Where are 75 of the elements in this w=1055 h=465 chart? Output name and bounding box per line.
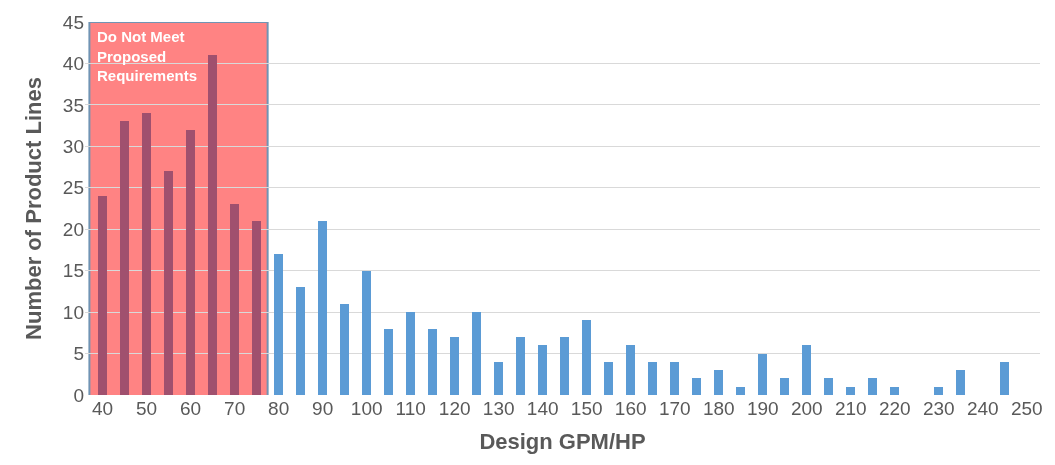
x-tick-label: 230 [922, 398, 955, 419]
bar [142, 113, 151, 395]
x-tick-label: 70 [224, 398, 246, 419]
x-tick-label: 80 [268, 398, 290, 419]
x-tick-label: 120 [438, 398, 471, 419]
bar [472, 312, 481, 395]
y-tick-label: 0 [73, 384, 84, 406]
bar [868, 378, 877, 395]
bar [604, 362, 613, 395]
bar [714, 370, 723, 395]
bar [274, 254, 283, 395]
bar [626, 345, 635, 395]
bar [670, 362, 679, 395]
bar [98, 196, 107, 395]
bar [846, 387, 855, 395]
y-tick-label: 20 [62, 218, 84, 240]
x-tick-label: 240 [966, 398, 999, 419]
bar [692, 378, 701, 395]
bar [120, 121, 129, 395]
x-tick-label: 110 [395, 398, 426, 419]
bar [758, 354, 767, 395]
bar [450, 337, 459, 395]
x-axis-title: Design GPM/HP [479, 428, 646, 454]
bar [384, 329, 393, 395]
y-tick-label: 5 [73, 343, 84, 365]
band-label: Do Not Meet Proposed Requirements [97, 28, 198, 84]
bar [318, 221, 327, 395]
bar [494, 362, 503, 395]
x-tick-label: 180 [702, 398, 735, 419]
y-tick-label: 35 [62, 94, 84, 116]
bar [362, 271, 371, 395]
x-tick-label: 90 [312, 398, 334, 419]
y-tick-label: 45 [62, 11, 84, 33]
x-tick-label: 100 [350, 398, 383, 419]
bar [340, 304, 349, 395]
y-tick-label: 25 [62, 177, 84, 199]
bar [252, 221, 261, 395]
x-tick-label: 170 [658, 398, 691, 419]
y-tick-label: 30 [62, 135, 84, 157]
bar [582, 320, 591, 395]
x-tick-label: 50 [136, 398, 158, 419]
bar [164, 171, 173, 395]
x-tick-label: 190 [746, 398, 779, 419]
bar [516, 337, 525, 395]
bar [824, 378, 833, 395]
bar [406, 312, 415, 395]
bar [890, 387, 899, 395]
y-tick-label: 40 [62, 53, 84, 75]
x-tick-label: 140 [526, 398, 559, 419]
x-tick-label: 130 [482, 398, 515, 419]
x-tick-label: 220 [878, 398, 911, 419]
bar [428, 329, 437, 395]
bar [230, 204, 239, 395]
bar [538, 345, 547, 395]
x-tick-label: 40 [92, 398, 114, 419]
bar [648, 362, 657, 395]
x-tick-label: 200 [790, 398, 823, 419]
bar [560, 337, 569, 395]
y-axis-title: Number of Product Lines [20, 77, 46, 340]
bar [956, 370, 965, 395]
bar [296, 287, 305, 395]
x-tick-label: 150 [570, 398, 603, 419]
bar [208, 55, 217, 395]
y-tick-label: 10 [62, 301, 84, 323]
bar [780, 378, 789, 395]
y-tick-label: 15 [62, 260, 84, 282]
x-tick-label: 210 [834, 398, 867, 419]
bar [802, 345, 811, 395]
x-tick-label: 60 [180, 398, 202, 419]
bar [736, 387, 745, 395]
x-tick-label: 160 [614, 398, 647, 419]
x-tick-label: 250 [1010, 398, 1043, 419]
bar [1000, 362, 1009, 395]
bar [934, 387, 943, 395]
bar [186, 130, 195, 395]
